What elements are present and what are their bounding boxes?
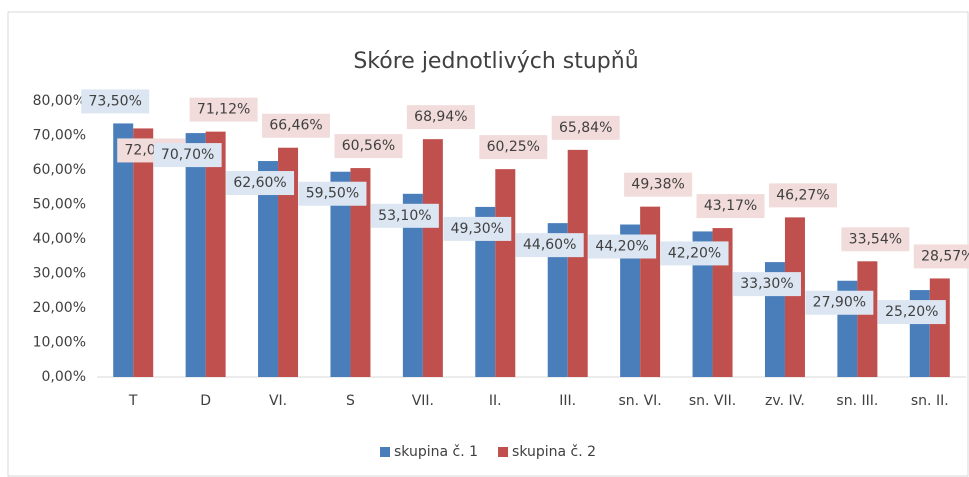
value-label-box	[732, 272, 801, 297]
value-label-box	[768, 183, 837, 208]
value-label: 71,12%	[197, 102, 250, 118]
bar	[330, 171, 351, 377]
value-label: 66,46%	[269, 118, 322, 134]
value-label-box	[877, 300, 946, 325]
x-tick-label: S	[346, 393, 355, 409]
value-label-box	[696, 194, 765, 219]
value-label: 33,30%	[740, 276, 793, 292]
y-tick-label: 20,00%	[33, 300, 86, 316]
value-label: 44,20%	[595, 239, 648, 255]
value-label-box	[913, 244, 969, 269]
value-label-box	[551, 115, 620, 140]
y-tick-label: 0,00%	[42, 369, 86, 385]
value-label-box	[841, 227, 910, 252]
bar	[495, 169, 516, 377]
value-label-box	[515, 233, 584, 258]
value-label-box	[153, 143, 222, 168]
value-label: 44,60%	[523, 237, 576, 253]
bar	[620, 224, 641, 377]
x-tick-label: II.	[489, 393, 502, 409]
value-label: 73,50%	[89, 93, 142, 109]
value-label: 59,50%	[306, 186, 359, 202]
value-label: 62,60%	[233, 175, 286, 191]
legend-swatch	[380, 447, 390, 457]
value-label: 60,25%	[487, 139, 540, 155]
value-label: 49,38%	[631, 177, 684, 193]
value-label-box	[298, 181, 367, 206]
y-tick-label: 70,00%	[33, 128, 86, 144]
value-label-box	[370, 203, 439, 228]
x-tick-label: sn. II.	[911, 393, 949, 409]
bar	[113, 123, 134, 377]
bar	[278, 147, 299, 377]
y-tick-label: 60,00%	[33, 162, 86, 178]
x-tick-label: VI.	[269, 393, 287, 409]
bar	[784, 217, 805, 377]
value-label-box	[226, 171, 295, 196]
bar	[185, 133, 206, 377]
value-label-box	[588, 234, 657, 259]
bar	[475, 206, 496, 377]
value-label-box	[805, 290, 874, 315]
value-label-box	[443, 216, 512, 241]
legend-label: skupina č. 1	[394, 444, 478, 460]
x-tick-label: III.	[559, 393, 576, 409]
value-label: 53,10%	[378, 208, 431, 224]
x-tick-label: sn. VI.	[619, 393, 662, 409]
value-label: 46,27%	[776, 187, 829, 203]
x-tick-label: sn. VII.	[689, 393, 736, 409]
y-tick-label: 30,00%	[33, 266, 86, 282]
value-label-box	[624, 172, 693, 197]
value-label: 25,20%	[885, 304, 938, 320]
bar	[205, 131, 226, 377]
value-label: 33,54%	[849, 231, 902, 247]
x-tick-label: D	[200, 393, 211, 409]
value-label-box	[334, 134, 403, 159]
value-label: 49,30%	[451, 221, 504, 237]
bar	[567, 149, 588, 377]
value-label: 68,94%	[414, 109, 467, 125]
bar	[422, 139, 443, 377]
bar	[640, 206, 661, 377]
bar	[258, 161, 279, 377]
bar	[857, 261, 878, 377]
x-tick-label: zv. IV.	[765, 393, 805, 409]
value-label: 70,70%	[161, 147, 214, 163]
bar	[350, 168, 371, 377]
bar	[929, 278, 950, 377]
value-label: 27,90%	[813, 295, 866, 311]
value-label-box	[406, 105, 475, 130]
value-label-box	[81, 89, 150, 114]
x-tick-label: sn. III.	[836, 393, 878, 409]
y-tick-label: 50,00%	[33, 197, 86, 213]
value-label-box	[660, 241, 729, 266]
bar	[547, 223, 568, 377]
value-label: 42,20%	[668, 245, 721, 261]
x-tick-label: VII.	[412, 393, 434, 409]
legend-swatch	[498, 447, 509, 457]
value-label: 28,57%	[921, 248, 969, 264]
value-label-box	[189, 97, 258, 122]
value-label-box	[479, 135, 548, 160]
value-label: 60,56%	[342, 138, 395, 154]
bar	[402, 193, 423, 377]
y-tick-label: 80,00%	[33, 93, 86, 109]
bar	[692, 231, 713, 377]
bar	[133, 128, 154, 377]
chart-title: Skóre jednotlivých stupňů	[353, 49, 638, 74]
value-label: 43,17%	[704, 198, 757, 214]
x-tick-label: T	[128, 393, 138, 409]
y-tick-label: 40,00%	[33, 231, 86, 247]
legend-label: skupina č. 2	[512, 444, 596, 460]
value-label-box	[262, 113, 331, 138]
value-label: 65,84%	[559, 120, 612, 136]
y-tick-label: 10,00%	[33, 335, 86, 351]
